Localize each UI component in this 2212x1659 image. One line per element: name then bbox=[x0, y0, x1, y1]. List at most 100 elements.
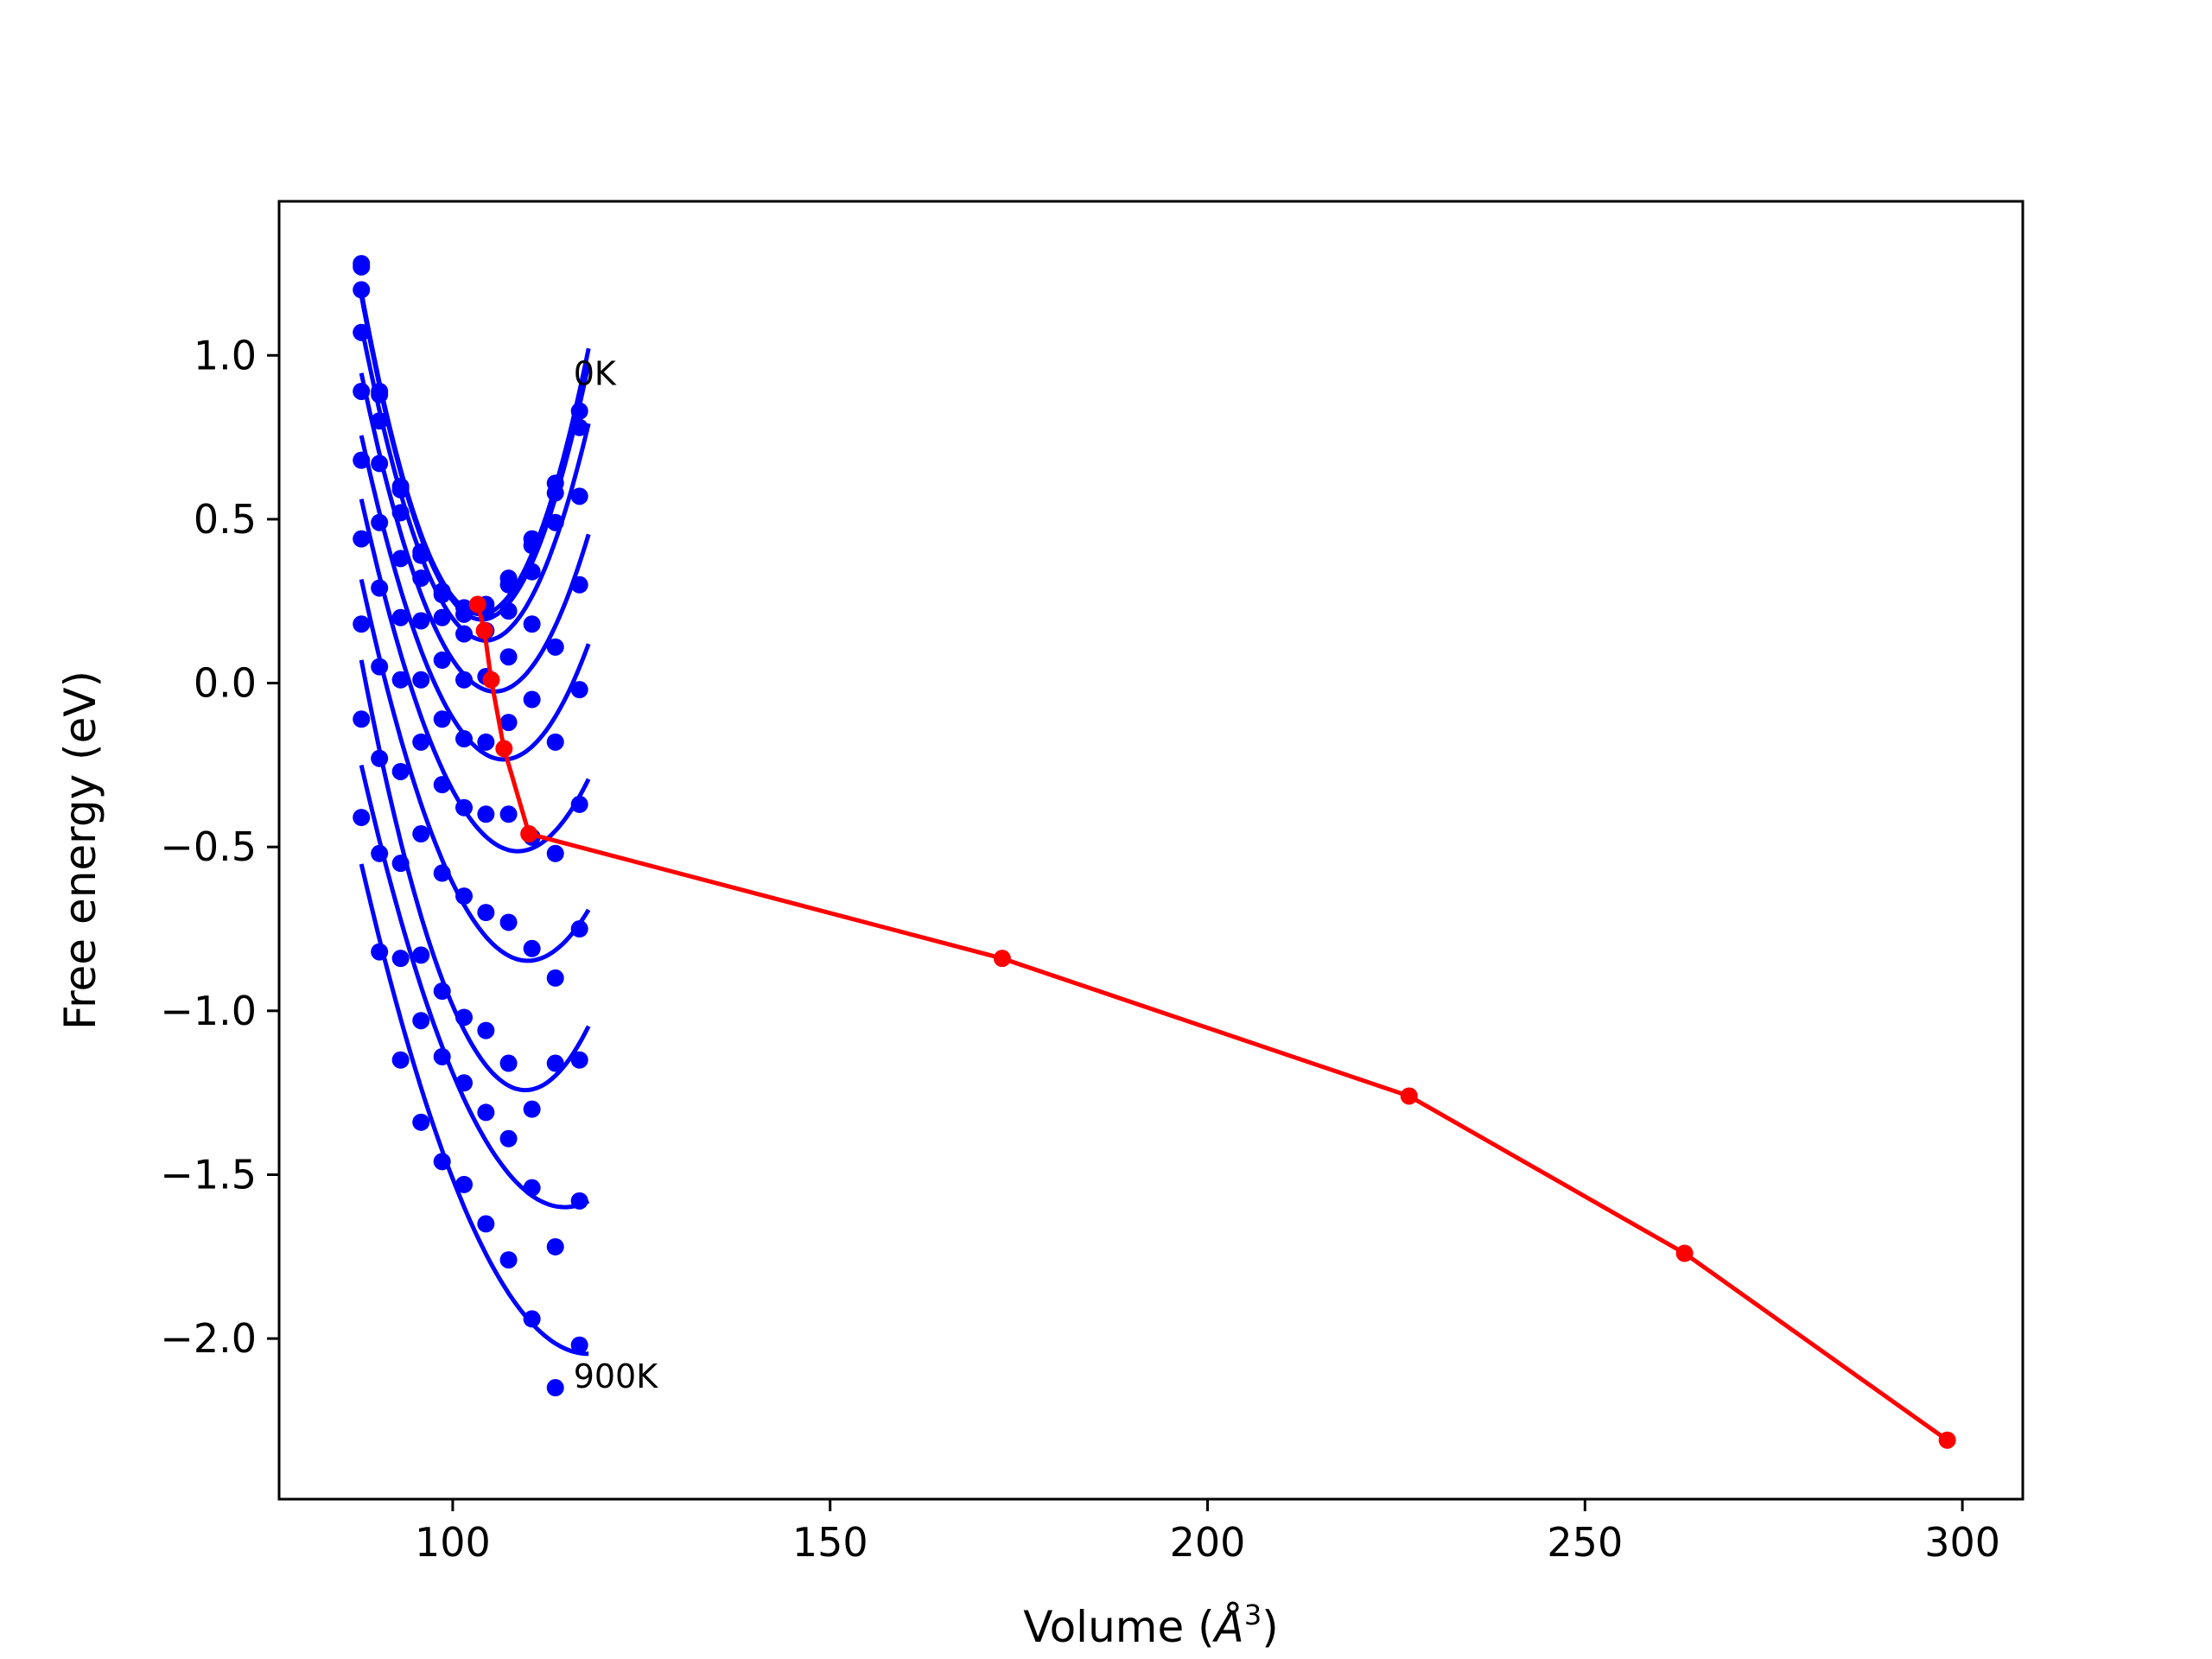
data-point-8-2 bbox=[391, 950, 410, 968]
data-point-1-8 bbox=[523, 537, 541, 555]
min-point-0 bbox=[468, 595, 486, 613]
data-point-9-5 bbox=[455, 1175, 474, 1193]
data-point-3-2 bbox=[391, 550, 410, 568]
data-point-9-9 bbox=[546, 1379, 564, 1397]
data-point-2-9 bbox=[546, 513, 564, 531]
data-point-2-8 bbox=[523, 563, 541, 581]
data-point-4-7 bbox=[499, 714, 518, 732]
data-point-8-7 bbox=[499, 1129, 518, 1147]
x-tick-label-250: 250 bbox=[1547, 1519, 1623, 1566]
data-point-4-1 bbox=[371, 513, 389, 531]
data-point-8-1 bbox=[371, 844, 389, 862]
data-point-6-4 bbox=[433, 864, 451, 882]
min-point-2 bbox=[482, 671, 500, 689]
y-tick-label-0: 0.0 bbox=[194, 660, 257, 707]
data-point-6-0 bbox=[353, 530, 371, 548]
data-point-9-3 bbox=[412, 1113, 430, 1131]
y-tick-label--2: −2.0 bbox=[160, 1315, 257, 1362]
data-point-5-4 bbox=[433, 776, 451, 794]
y-tick-label--1.5: −1.5 bbox=[160, 1152, 257, 1198]
data-point-2-5 bbox=[455, 625, 474, 643]
x-tick-label-300: 300 bbox=[1924, 1519, 2000, 1566]
min-point-6 bbox=[1400, 1087, 1418, 1105]
min-point-3 bbox=[495, 740, 513, 758]
data-point-2-0 bbox=[353, 281, 371, 299]
data-point-5-10 bbox=[570, 795, 588, 813]
y-tick-label-1: 1.0 bbox=[194, 332, 257, 378]
fit-curve-5 bbox=[359, 499, 591, 854]
y-tick-label-0.5: 0.5 bbox=[194, 496, 257, 543]
data-point-9-8 bbox=[523, 1310, 541, 1328]
data-point-6-8 bbox=[523, 939, 541, 957]
data-point-7-4 bbox=[433, 982, 451, 1001]
data-point-9-2 bbox=[391, 1051, 410, 1069]
y-tick-label--0.5: −0.5 bbox=[160, 823, 257, 870]
series-layer bbox=[353, 255, 591, 1397]
min-path-layer bbox=[468, 595, 1956, 1449]
x-axis-label-unit: Å bbox=[1212, 1602, 1244, 1652]
data-point-9-1 bbox=[371, 943, 389, 961]
annotation-1: 900K bbox=[574, 1357, 659, 1395]
data-point-5-1 bbox=[371, 579, 389, 597]
data-point-7-10 bbox=[570, 1051, 588, 1069]
x-tick-label-100: 100 bbox=[415, 1519, 491, 1566]
data-point-8-10 bbox=[570, 1192, 588, 1210]
fit-curve-7 bbox=[359, 659, 591, 1093]
data-point-3-0 bbox=[353, 323, 371, 341]
data-point-5-0 bbox=[353, 451, 371, 469]
data-point-2-1 bbox=[371, 412, 389, 430]
fit-curve-8 bbox=[359, 765, 590, 1210]
data-point-3-5 bbox=[455, 671, 474, 689]
data-point-7-1 bbox=[371, 749, 389, 767]
data-point-3-7 bbox=[499, 648, 518, 666]
data-point-9-4 bbox=[433, 1153, 451, 1171]
data-point-1-7 bbox=[499, 575, 518, 594]
data-point-5-3 bbox=[412, 733, 430, 751]
min-point-5 bbox=[993, 950, 1011, 968]
axes-frame bbox=[277, 200, 2024, 1501]
data-point-7-0 bbox=[353, 615, 371, 633]
data-point-7-9 bbox=[546, 1054, 564, 1072]
data-point-6-7 bbox=[499, 913, 518, 931]
annotation-0: 0K bbox=[574, 354, 617, 392]
data-point-5-7 bbox=[499, 805, 518, 823]
data-point-8-8 bbox=[523, 1179, 541, 1197]
data-point-9-6 bbox=[477, 1215, 495, 1233]
min-point-7 bbox=[1675, 1244, 1694, 1262]
min-point-8 bbox=[1938, 1431, 1956, 1449]
data-point-8-4 bbox=[433, 1047, 451, 1065]
data-point-6-2 bbox=[391, 762, 410, 780]
data-point-7-6 bbox=[477, 1021, 495, 1039]
data-point-9-10 bbox=[570, 1336, 588, 1354]
x-axis-label-suffix: ) bbox=[1262, 1602, 1279, 1652]
y-tick-label--1: −1.0 bbox=[160, 988, 257, 1034]
data-point-8-6 bbox=[477, 1103, 495, 1122]
data-point-7-3 bbox=[412, 946, 430, 964]
fit-curve-1 bbox=[359, 295, 591, 622]
fit-curve-4 bbox=[359, 435, 591, 762]
data-point-2-10 bbox=[570, 487, 588, 505]
data-point-4-3 bbox=[412, 671, 430, 689]
data-point-6-1 bbox=[371, 658, 389, 676]
data-point-4-9 bbox=[546, 733, 564, 751]
data-point-3-3 bbox=[412, 612, 430, 630]
fit-curve-3 bbox=[359, 372, 591, 694]
x-tick-label-200: 200 bbox=[1170, 1519, 1246, 1566]
data-point-6-5 bbox=[455, 887, 474, 906]
fit-curve-2 bbox=[359, 325, 591, 643]
data-point-4-8 bbox=[523, 690, 541, 709]
data-point-3-10 bbox=[570, 575, 588, 594]
data-point-6-9 bbox=[546, 969, 564, 987]
data-point-4-10 bbox=[570, 681, 588, 699]
data-point-8-0 bbox=[353, 710, 371, 728]
data-point-1-10 bbox=[570, 418, 588, 436]
min-point-4 bbox=[520, 825, 538, 843]
data-point-6-6 bbox=[477, 904, 495, 922]
data-point-7-5 bbox=[455, 1008, 474, 1027]
data-point-8-5 bbox=[455, 1074, 474, 1092]
data-point-1-0 bbox=[353, 257, 371, 276]
data-point-7-2 bbox=[391, 855, 410, 873]
data-point-1-9 bbox=[546, 484, 564, 502]
